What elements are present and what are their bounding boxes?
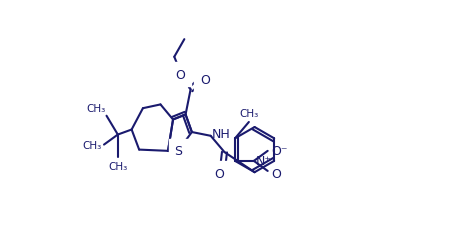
Text: N⁺: N⁺ xyxy=(256,155,272,168)
Text: NH: NH xyxy=(212,128,231,141)
Text: O: O xyxy=(200,74,210,86)
Text: O⁻: O⁻ xyxy=(271,145,288,158)
Text: CH₃: CH₃ xyxy=(82,140,102,150)
Text: O: O xyxy=(271,167,281,180)
Text: O: O xyxy=(176,68,186,82)
Text: O: O xyxy=(214,167,224,180)
Text: CH₃: CH₃ xyxy=(239,109,258,119)
Text: CH₃: CH₃ xyxy=(108,161,128,171)
Text: S: S xyxy=(174,145,182,158)
Text: CH₃: CH₃ xyxy=(86,104,105,114)
